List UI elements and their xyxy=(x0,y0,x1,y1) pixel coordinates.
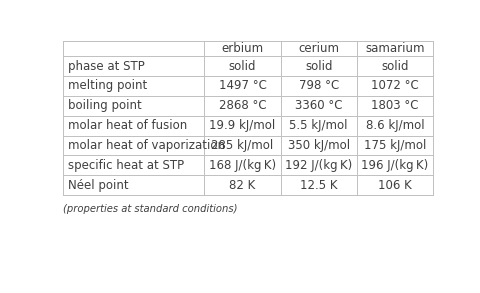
Text: 106 K: 106 K xyxy=(378,179,412,192)
Text: solid: solid xyxy=(228,59,256,73)
Text: 5.5 kJ/mol: 5.5 kJ/mol xyxy=(289,119,348,132)
Text: 168 J/(kg K): 168 J/(kg K) xyxy=(209,159,276,172)
Text: 3360 °C: 3360 °C xyxy=(295,99,342,112)
Text: 350 kJ/mol: 350 kJ/mol xyxy=(288,139,350,152)
Text: 196 J/(kg K): 196 J/(kg K) xyxy=(361,159,429,172)
Text: boiling point: boiling point xyxy=(68,99,142,112)
Text: 19.9 kJ/mol: 19.9 kJ/mol xyxy=(209,119,276,132)
Text: 798 °C: 798 °C xyxy=(299,79,339,92)
Text: 12.5 K: 12.5 K xyxy=(300,179,337,192)
Text: solid: solid xyxy=(381,59,409,73)
Text: melting point: melting point xyxy=(68,79,147,92)
Text: molar heat of fusion: molar heat of fusion xyxy=(68,119,187,132)
Text: 192 J/(kg K): 192 J/(kg K) xyxy=(285,159,352,172)
Text: 1497 °C: 1497 °C xyxy=(218,79,266,92)
Text: samarium: samarium xyxy=(365,42,425,55)
Text: 1072 °C: 1072 °C xyxy=(371,79,419,92)
Text: Néel point: Néel point xyxy=(68,179,129,192)
Text: specific heat at STP: specific heat at STP xyxy=(68,159,184,172)
Text: 1803 °C: 1803 °C xyxy=(371,99,419,112)
Text: 285 kJ/mol: 285 kJ/mol xyxy=(211,139,274,152)
Text: 175 kJ/mol: 175 kJ/mol xyxy=(364,139,426,152)
Text: cerium: cerium xyxy=(298,42,339,55)
Text: 82 K: 82 K xyxy=(229,179,255,192)
Text: molar heat of vaporization: molar heat of vaporization xyxy=(68,139,225,152)
Text: phase at STP: phase at STP xyxy=(68,59,144,73)
Text: erbium: erbium xyxy=(221,42,264,55)
Text: solid: solid xyxy=(305,59,333,73)
Text: (properties at standard conditions): (properties at standard conditions) xyxy=(63,204,238,214)
Text: 2868 °C: 2868 °C xyxy=(219,99,266,112)
Text: 8.6 kJ/mol: 8.6 kJ/mol xyxy=(366,119,424,132)
